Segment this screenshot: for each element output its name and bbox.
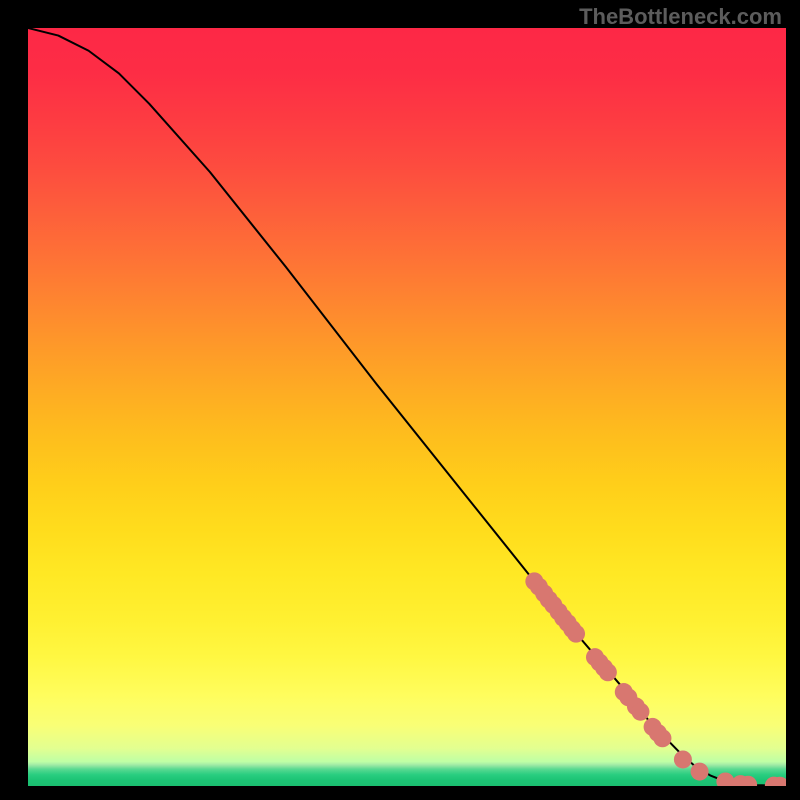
data-marker — [631, 703, 649, 721]
data-markers — [525, 572, 786, 786]
plot-area — [28, 28, 786, 786]
chart-overlay — [28, 28, 786, 786]
data-marker — [691, 763, 709, 781]
watermark-text: TheBottleneck.com — [579, 4, 782, 30]
data-marker — [674, 750, 692, 768]
data-marker — [653, 729, 671, 747]
bottleneck-curve — [28, 28, 786, 786]
data-marker — [567, 625, 585, 643]
figure-root: TheBottleneck.com — [0, 0, 800, 800]
data-marker — [599, 663, 617, 681]
